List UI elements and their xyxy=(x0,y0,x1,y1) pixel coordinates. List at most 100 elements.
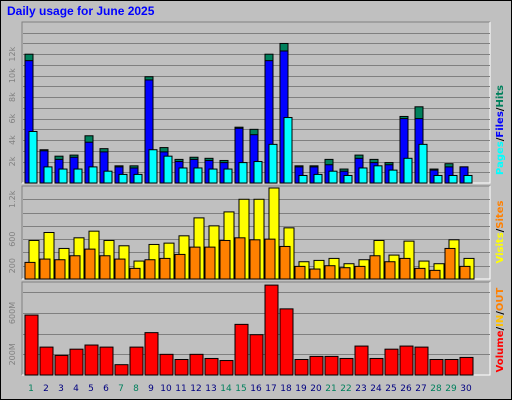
bar-visitors-sites-5 xyxy=(84,248,96,280)
bar-requests-pages-4 xyxy=(73,168,83,184)
legend-volume-part: OUT xyxy=(495,287,506,311)
bar-visitors-sites-22 xyxy=(339,267,351,280)
bar-volume-volume-10 xyxy=(159,353,174,376)
bar-requests-pages-11 xyxy=(178,167,188,184)
bar-visitors-sites-23 xyxy=(354,265,366,280)
bar-requests-pages-8 xyxy=(133,173,143,184)
legend-visitors-part: Sites xyxy=(495,201,506,229)
bar-requests-pages-21 xyxy=(328,170,338,184)
y-tick-label: 1.2k xyxy=(8,190,17,208)
y-tick-label: 10k xyxy=(8,68,17,83)
x-tick-label: 10 xyxy=(160,384,172,394)
bar-visitors-sites-25 xyxy=(384,261,396,280)
bar-visitors-sites-4 xyxy=(69,255,81,280)
x-tick-label: 6 xyxy=(103,384,109,394)
x-tick-label: 12 xyxy=(190,384,201,394)
x-tick-label: 1 xyxy=(28,384,34,394)
bar-requests-pages-7 xyxy=(118,173,128,184)
x-tick-label: 23 xyxy=(355,384,366,394)
bar-requests-pages-6 xyxy=(103,170,113,184)
bar-visitors-sites-2 xyxy=(39,258,51,280)
bar-requests-pages-19 xyxy=(298,174,308,184)
x-tick-label: 13 xyxy=(205,384,216,394)
x-tick-label: 3 xyxy=(58,384,64,394)
bar-volume-volume-21 xyxy=(324,355,339,376)
bar-requests-pages-28 xyxy=(433,174,443,184)
bar-requests-pages-30 xyxy=(463,174,473,184)
legend-volume-part: IN xyxy=(495,315,506,327)
x-tick-label: 20 xyxy=(310,384,322,394)
bar-visitors-sites-28 xyxy=(429,269,441,280)
legend-visitors: Visits/Sites xyxy=(495,201,506,264)
bar-visitors-sites-11 xyxy=(174,253,186,280)
x-tick-label: 9 xyxy=(148,384,154,394)
bar-volume-volume-9 xyxy=(144,332,159,376)
bar-volume-volume-25 xyxy=(384,348,399,376)
legend-volume-part: Volume xyxy=(495,330,506,372)
bar-visitors-sites-20 xyxy=(309,268,321,280)
legend-requests-part: Files xyxy=(495,111,506,137)
bar-volume-volume-12 xyxy=(189,353,204,376)
bar-visitors-sites-21 xyxy=(324,265,336,280)
bar-volume-volume-27 xyxy=(414,346,429,376)
bar-requests-pages-17 xyxy=(268,143,278,184)
x-tick-label: 21 xyxy=(325,384,336,394)
legend-volume: Volume/IN/OUT xyxy=(495,287,506,372)
bar-volume-volume-15 xyxy=(234,323,249,376)
bar-requests-pages-22 xyxy=(343,174,353,184)
x-tick-label: 24 xyxy=(370,384,382,394)
y-tick-label: 600M xyxy=(8,302,17,324)
bar-volume-volume-29 xyxy=(444,359,459,376)
x-tick-label: 26 xyxy=(400,384,412,394)
bar-requests-pages-20 xyxy=(313,173,323,184)
bar-volume-volume-2 xyxy=(39,346,54,376)
legend-visitors-part: / xyxy=(495,228,506,232)
bar-visitors-sites-1 xyxy=(24,261,36,280)
bar-volume-volume-11 xyxy=(174,359,189,376)
bar-volume-volume-28 xyxy=(429,359,444,376)
x-tick-label: 8 xyxy=(133,384,139,394)
bar-visitors-sites-26 xyxy=(399,257,411,280)
y-tick-label: 4k xyxy=(8,135,17,145)
bar-visitors-sites-18 xyxy=(279,245,291,280)
legend-requests-part: Hits xyxy=(495,85,506,108)
bar-volume-volume-16 xyxy=(249,334,264,376)
x-tick-label: 22 xyxy=(340,384,351,394)
y-tick-label: 12k xyxy=(8,46,17,61)
bar-requests-pages-23 xyxy=(358,167,368,184)
bar-visitors-sites-3 xyxy=(54,259,66,280)
y-tick-label: 8k xyxy=(8,92,17,102)
y-tick-label: 2k xyxy=(8,156,17,166)
bar-requests-pages-12 xyxy=(193,167,203,184)
bar-visitors-sites-9 xyxy=(144,259,156,280)
y-tick-label: 200M xyxy=(8,343,17,365)
panel-volume-shade xyxy=(21,281,490,375)
bar-volume-volume-26 xyxy=(399,345,414,376)
bar-requests-pages-24 xyxy=(373,165,383,184)
bar-requests-pages-29 xyxy=(448,174,458,184)
bar-visitors-sites-17 xyxy=(264,238,276,280)
x-tick-label: 2 xyxy=(43,384,49,394)
x-tick-label: 17 xyxy=(265,384,276,394)
bar-visitors-sites-30 xyxy=(459,265,471,280)
bar-requests-pages-16 xyxy=(253,161,263,184)
bar-volume-volume-8 xyxy=(129,346,144,376)
panel-visitors-shade xyxy=(21,185,490,279)
bar-requests-pages-3 xyxy=(58,168,68,184)
bar-volume-volume-1 xyxy=(24,314,39,376)
y-tick-label: 6k xyxy=(8,113,17,123)
bar-visitors-sites-16 xyxy=(249,239,261,280)
legend-visitors-part: Visits xyxy=(495,232,506,263)
bar-volume-volume-20 xyxy=(309,355,324,376)
x-tick-label: 4 xyxy=(73,384,79,394)
bar-visitors-sites-10 xyxy=(159,257,171,280)
bar-requests-pages-1 xyxy=(28,130,38,184)
bar-visitors-sites-7 xyxy=(114,258,126,280)
bar-volume-volume-19 xyxy=(294,359,309,376)
bar-visitors-sites-15 xyxy=(234,237,246,280)
bar-volume-volume-17 xyxy=(264,284,279,376)
bar-requests-pages-13 xyxy=(208,168,218,184)
x-tick-label: 18 xyxy=(280,384,292,394)
x-tick-label: 11 xyxy=(175,384,186,394)
